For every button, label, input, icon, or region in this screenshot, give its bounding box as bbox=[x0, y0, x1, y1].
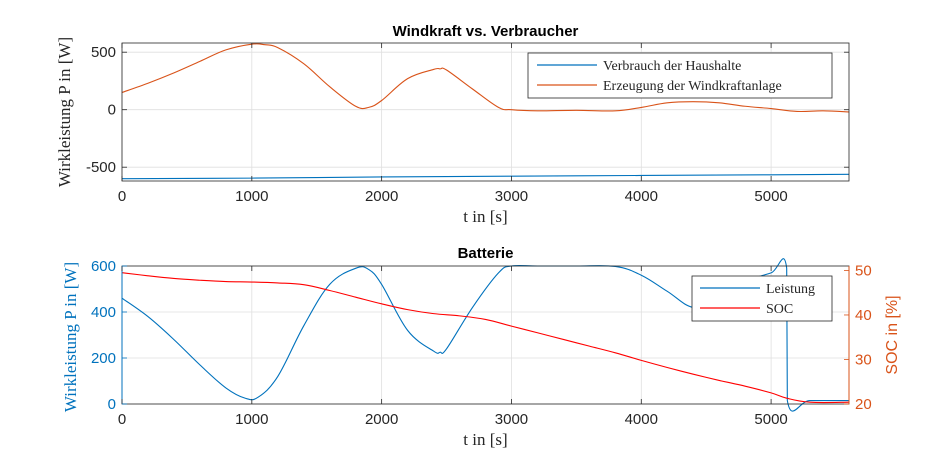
x-tick-label: 1000 bbox=[235, 411, 268, 428]
x-tick-label: 3000 bbox=[495, 188, 528, 205]
grid-1 bbox=[121, 43, 849, 181]
y-tick-label-right: 40 bbox=[855, 307, 872, 324]
legend-1: Verbrauch der Haushalte Erzeugung der Wi… bbox=[527, 52, 833, 99]
x-tick-label: 5000 bbox=[754, 411, 787, 428]
legend-label-erzeugung: Erzeugung der Windkraftanlage bbox=[603, 79, 782, 94]
x-axis-label-1: t in [s] bbox=[463, 207, 507, 226]
x-tick-label: 3000 bbox=[495, 411, 528, 428]
x-tick-label: 0 bbox=[118, 188, 126, 205]
y-tick-label: 0 bbox=[108, 102, 116, 119]
y-tick-label-right: 30 bbox=[855, 351, 872, 368]
x-tick-label: 4000 bbox=[625, 188, 658, 205]
y-tick-label-right: 50 bbox=[855, 262, 872, 279]
axes-box-1 bbox=[121, 42, 850, 182]
y-tick-label: 200 bbox=[91, 350, 116, 367]
x-tick-label: 2000 bbox=[365, 411, 398, 428]
y-tick-label: 400 bbox=[91, 304, 116, 321]
legend-label-verbrauch: Verbrauch der Haushalte bbox=[603, 59, 741, 74]
chart-title-1: Windkraft vs. Verbraucher bbox=[393, 23, 579, 40]
x-tick-label: 4000 bbox=[625, 411, 658, 428]
legend-box-1 bbox=[527, 52, 833, 99]
x-ticks-1: 0 1000 2000 3000 4000 5000 bbox=[118, 43, 788, 205]
x-tick-label: 0 bbox=[118, 411, 126, 428]
subplot-batterie: 0 1000 2000 3000 4000 5000 0 200 400 600 20 30 40 5… bbox=[61, 245, 901, 449]
y-ticks-right-2: 20 30 40 50 bbox=[844, 262, 872, 413]
y-tick-label: -500 bbox=[86, 159, 116, 176]
y-axis-label-1: Wirkleistung P in [W] bbox=[55, 37, 74, 187]
y-ticks-2: 0 200 400 600 bbox=[91, 258, 127, 413]
y-axis-label-2: Wirkleistung P in [W] bbox=[61, 262, 80, 412]
legend-label-leistung: Leistung bbox=[766, 282, 815, 297]
legend-2: Leistung SOC bbox=[691, 275, 833, 322]
y-tick-label: 600 bbox=[91, 258, 116, 275]
y-ticks-1: -500 0 500 bbox=[86, 44, 849, 176]
y-tick-label: 500 bbox=[91, 44, 116, 61]
y-tick-label: 0 bbox=[108, 396, 116, 413]
legend-label-soc: SOC bbox=[766, 302, 793, 317]
y-axis-label-right-2: SOC in [%] bbox=[884, 295, 901, 374]
x-axis-label-2: t in [s] bbox=[463, 430, 507, 449]
chart-title-2: Batterie bbox=[458, 245, 514, 262]
y-tick-label-right: 20 bbox=[855, 396, 872, 413]
x-tick-label: 5000 bbox=[754, 188, 787, 205]
series-line-soc bbox=[121, 272, 850, 404]
legend-box-2 bbox=[691, 275, 833, 322]
x-tick-label: 2000 bbox=[365, 188, 398, 205]
series-line-erzeugung-der-windkraftanlage bbox=[121, 43, 850, 113]
x-ticks-2: 0 1000 2000 3000 4000 5000 bbox=[118, 266, 788, 428]
x-tick-label: 1000 bbox=[235, 188, 268, 205]
